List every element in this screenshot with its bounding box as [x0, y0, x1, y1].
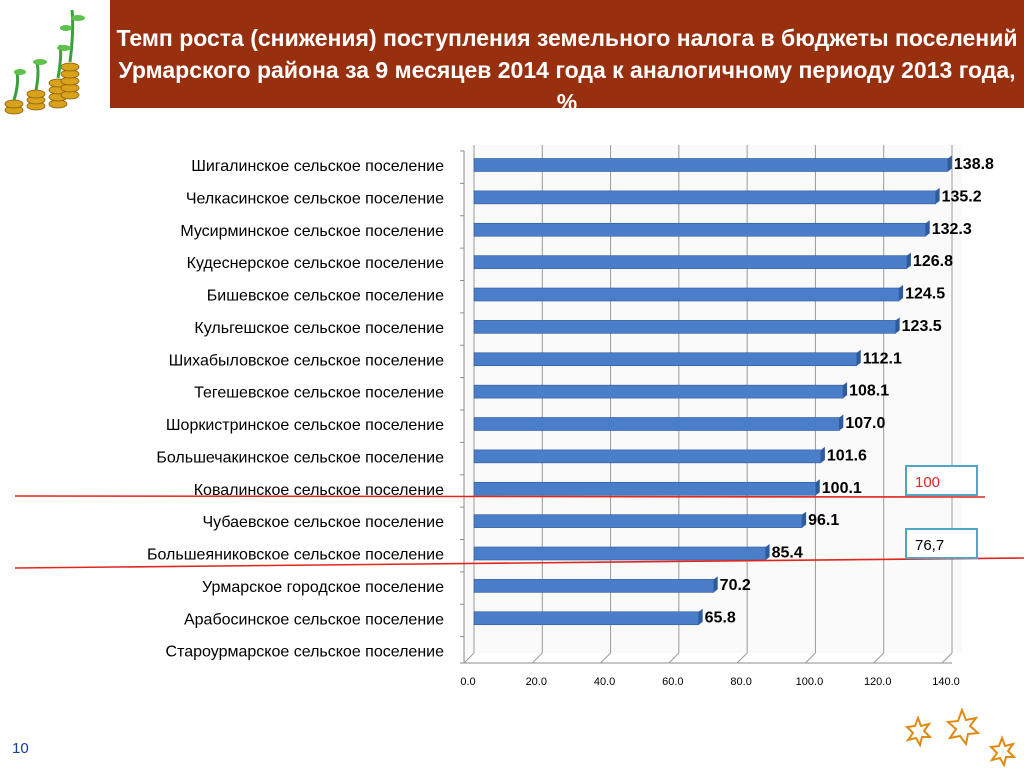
- bar-side: [713, 576, 718, 593]
- gridline-depth: [941, 652, 953, 664]
- gridline-depth: [736, 652, 748, 664]
- callout-box-100: [905, 465, 978, 496]
- gridline-depth: [463, 652, 475, 664]
- bar-side: [856, 349, 861, 366]
- slide-title: Темп роста (снижения) поступления земель…: [116, 25, 1018, 108]
- gridline-depth: [668, 652, 680, 664]
- bar: [473, 417, 840, 431]
- value-label: 135.2: [942, 188, 982, 205]
- value-label: 70.2: [720, 577, 751, 594]
- value-label: 126.8: [913, 253, 953, 270]
- value-label: 138.8: [954, 156, 994, 173]
- value-label: 96.1: [808, 512, 839, 529]
- bar: [473, 352, 858, 367]
- x-tick-label: 0.0: [460, 676, 475, 688]
- bar: [473, 287, 900, 302]
- callout-label-100: 100: [915, 474, 940, 491]
- bar: [473, 222, 927, 237]
- coin-growth-logo: [0, 0, 110, 128]
- bar: [473, 611, 699, 626]
- gridline-depth: [805, 652, 816, 664]
- bar: [473, 255, 908, 269]
- x-tick-label: 60.0: [662, 676, 683, 688]
- bar-side: [947, 155, 952, 172]
- bar-side: [906, 252, 911, 269]
- bar-side: [698, 608, 703, 625]
- plot-area: [464, 145, 962, 663]
- value-label: 112.1: [863, 350, 902, 367]
- bar: [473, 320, 896, 334]
- x-tick-label: 20.0: [526, 676, 547, 688]
- x-tick-label: 140.0: [932, 676, 960, 688]
- value-label: 123.5: [902, 318, 942, 335]
- title-banner: [110, 0, 1024, 108]
- value-label: 124.5: [905, 286, 945, 303]
- bar: [473, 546, 766, 561]
- bar-side: [925, 220, 930, 237]
- value-label: 85.4: [772, 545, 803, 562]
- bar: [473, 158, 949, 172]
- category-label: Шоркистринское сельское поселение: [166, 417, 444, 434]
- decorative-stars-icon: [904, 707, 1017, 768]
- bar-side: [815, 479, 820, 496]
- gridline-depth: [531, 652, 543, 664]
- value-label: 101.6: [827, 447, 867, 464]
- gridline-depth: [600, 652, 611, 664]
- category-label: Арабосинское сельское поселение: [184, 611, 444, 628]
- page-number: 10: [12, 740, 29, 757]
- category-label: Староурмарское сельское поселение: [166, 644, 445, 661]
- bar: [473, 190, 936, 205]
- category-label: Бишевское сельское поселение: [207, 288, 444, 305]
- reference-line-76-7: [14, 557, 1024, 569]
- bar-side: [935, 187, 940, 204]
- bar-side: [820, 446, 825, 463]
- bar: [473, 449, 822, 464]
- bar-side: [899, 285, 904, 301]
- category-label: Ковалинское сельское поселение: [194, 482, 444, 499]
- category-label: Челкасинское сельское поселение: [186, 190, 444, 207]
- bar-side: [839, 414, 844, 431]
- category-label: Большечакинское сельское поселение: [156, 449, 444, 466]
- x-tick-label: 80.0: [730, 676, 751, 688]
- category-label: Шихабыловское сельское поселение: [169, 352, 445, 369]
- gridline-depth: [873, 652, 885, 664]
- reference-line-100: [14, 495, 986, 498]
- category-label: Мусирминское сельское поселение: [180, 223, 444, 240]
- bar-side: [765, 544, 770, 560]
- value-label: 100.1: [822, 480, 862, 497]
- category-label: Чубаевское сельское поселение: [203, 514, 445, 531]
- bar-side: [802, 511, 807, 528]
- callout-box-76-7: [905, 528, 978, 559]
- value-label: 107.0: [845, 415, 885, 432]
- x-tick-label: 100.0: [796, 676, 824, 688]
- callout-label-76-7: 76,7: [915, 537, 944, 554]
- value-label: 132.3: [932, 221, 972, 238]
- x-tick-label: 120.0: [864, 676, 892, 688]
- category-label: Кудеснерское сельское поселение: [187, 255, 444, 272]
- category-label: Шигалинское сельское поселение: [191, 158, 444, 175]
- value-label: 65.8: [705, 609, 736, 626]
- category-label: Большеяниковское сельское поселение: [147, 547, 444, 564]
- bar-side: [843, 382, 848, 399]
- bar: [473, 514, 803, 528]
- bar: [473, 481, 817, 496]
- bar: [473, 384, 844, 399]
- category-label: Урмарское городское поселение: [202, 579, 444, 596]
- bar: [473, 579, 714, 593]
- x-tick-label: 40.0: [594, 676, 615, 688]
- category-label: Тегешевское сельское поселение: [194, 385, 444, 402]
- category-label: Кульгешское сельское поселение: [194, 320, 444, 337]
- value-label: 108.1: [849, 383, 889, 400]
- bar-side: [895, 317, 900, 334]
